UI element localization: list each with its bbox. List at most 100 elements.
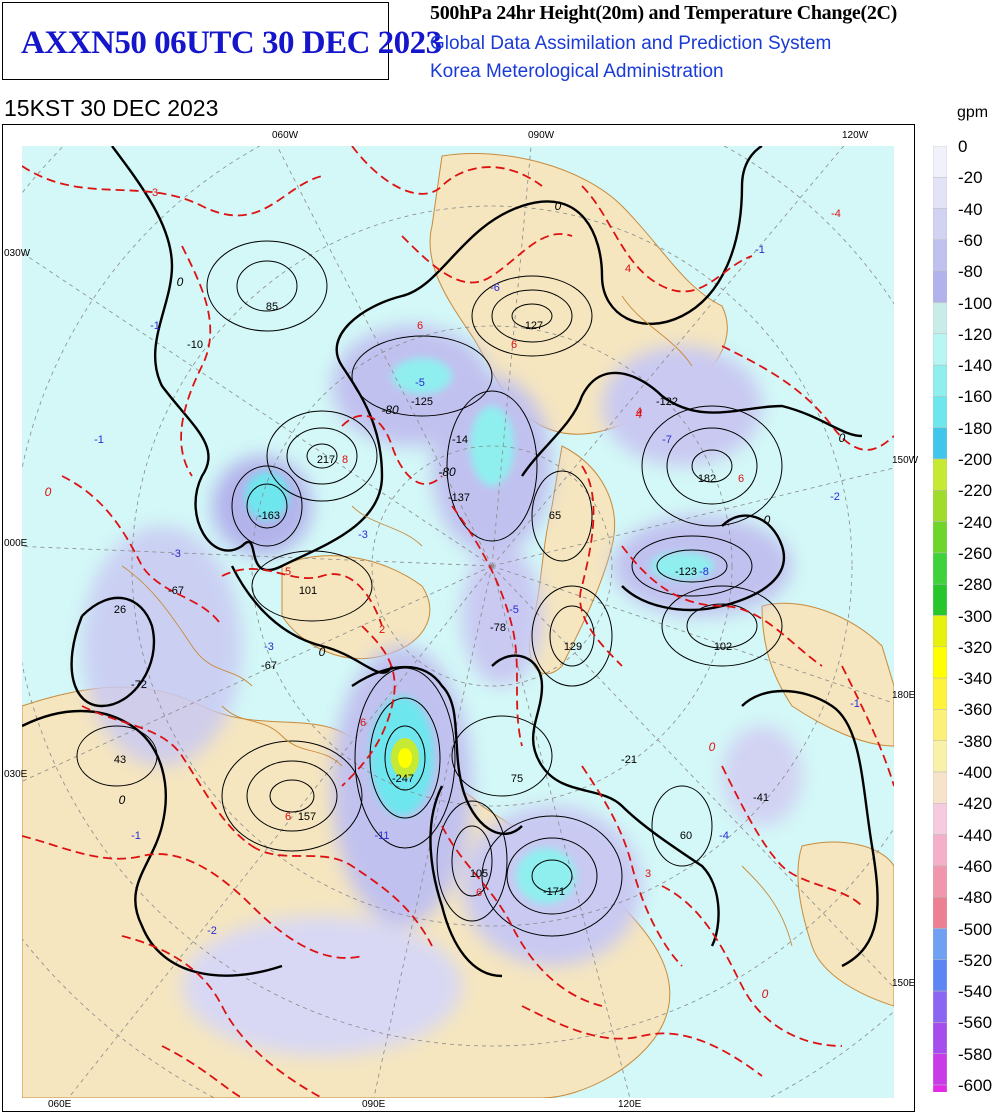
- height-center-label: 102: [714, 641, 732, 653]
- height-center-label: -247: [392, 773, 414, 785]
- temperature-contours: [22, 146, 894, 1098]
- contour-label: 4: [636, 407, 643, 421]
- temp-center-label: 6: [738, 473, 744, 485]
- legend-swatch: [933, 177, 947, 209]
- legend-label: -580: [958, 1044, 993, 1064]
- legend-label: -180: [958, 418, 993, 438]
- legend-swatch: [933, 552, 947, 585]
- legend-label: -220: [958, 481, 993, 501]
- height-center-label: 75: [511, 773, 523, 785]
- temp-center-label: -2: [830, 491, 840, 503]
- legend-swatch: [933, 646, 947, 679]
- contour-value-labels: 0 0 0 0 0 -80 -80 0 4 0 0 0: [45, 199, 846, 1001]
- height-center-label: 217: [317, 454, 335, 466]
- height-center-label: -67: [168, 585, 184, 597]
- legend-label: -460: [958, 856, 993, 876]
- height-center-label: 182: [698, 473, 716, 485]
- legend-swatch: [933, 427, 947, 460]
- lon-label-bottom: 090E: [362, 1099, 386, 1110]
- temp-center-label: -1: [850, 698, 860, 710]
- legend-label: -420: [958, 794, 993, 814]
- height-center-label: -67: [261, 660, 277, 672]
- temp-center-label: 5: [285, 566, 291, 578]
- legend-label: -140: [958, 356, 993, 376]
- lon-label-bottom: 060E: [48, 1099, 72, 1110]
- legend-label: -560: [958, 1013, 993, 1033]
- height-center-label: 43: [114, 754, 126, 766]
- lon-label-left: 000E: [4, 538, 28, 549]
- chart-code-box: AXXN50 06UTC 30 DEC 2023: [2, 2, 442, 80]
- height-center-labels: 85 -10 127 -125 -14 -122 217 -137 182 -1…: [114, 301, 769, 898]
- system-name: Global Data Assimilation and Prediction …: [430, 33, 832, 54]
- legend-swatch: [933, 1084, 947, 1092]
- height-center-label: -123: [675, 566, 697, 578]
- legend-label: -200: [958, 450, 993, 469]
- legend-swatch: [933, 458, 947, 491]
- legend-swatch: [933, 615, 947, 648]
- temp-center-label: 6: [285, 811, 291, 823]
- valid-time: 15KST 30 DEC 2023: [4, 95, 219, 121]
- legend-swatch: [933, 239, 947, 272]
- height-center-label: -125: [411, 396, 433, 408]
- legend-label: -280: [958, 575, 993, 595]
- zero-height-contour: [22, 146, 879, 978]
- temp-center-label: 3: [152, 187, 158, 199]
- land-alaska: [761, 602, 894, 747]
- legend-swatch: [933, 771, 947, 804]
- height-center-label: -41: [753, 792, 769, 804]
- lon-label-top: 120W: [842, 130, 869, 141]
- contour-label: 0: [45, 485, 52, 499]
- chart-code-title: AXXN50 06UTC 30 DEC 2023: [21, 25, 442, 61]
- legend-swatch: [933, 208, 947, 241]
- legend-swatch: [933, 302, 947, 335]
- coastlines: [121, 295, 793, 947]
- legend-swatch: [933, 364, 947, 397]
- land-kamchatka: [797, 841, 894, 1007]
- legend-label: -60: [958, 230, 983, 250]
- legend-label: -240: [958, 512, 993, 532]
- temp-center-label: -1: [755, 244, 765, 256]
- legend-swatch: [933, 1022, 947, 1054]
- legend-label: -120: [958, 324, 993, 344]
- height-center-label: -72: [131, 679, 147, 691]
- legend-label: -480: [958, 888, 993, 908]
- temp-center-label: 6: [417, 320, 423, 332]
- legend-swatch: [933, 803, 947, 835]
- height-center-label: -122: [656, 396, 678, 408]
- temp-center-label: 4: [625, 263, 631, 275]
- contour-label: 0: [319, 645, 326, 659]
- temp-center-label: -3: [171, 548, 181, 560]
- contour-label: 0: [764, 513, 771, 527]
- temp-center-label: -2: [207, 925, 217, 937]
- legend-unit: gpm: [957, 104, 989, 121]
- temp-center-label: 6: [360, 717, 366, 729]
- land-scandinavia: [281, 555, 431, 660]
- lon-label-right: 150E: [892, 978, 916, 989]
- temp-center-label: -1: [131, 830, 141, 842]
- legend-label: -340: [958, 669, 993, 689]
- temp-center-label: 4: [636, 406, 642, 418]
- height-center-label: 60: [680, 830, 692, 842]
- temp-center-label: -5: [415, 377, 425, 389]
- temp-center-label: 6: [511, 339, 517, 351]
- legend-label: -100: [958, 293, 993, 313]
- temp-center-label: -5: [509, 604, 519, 616]
- height-center-label: 105: [470, 868, 488, 880]
- legend-swatch: [933, 896, 947, 929]
- temp-center-label: 3: [645, 868, 651, 880]
- temp-center-label: -11: [374, 830, 389, 842]
- legend-label: -520: [958, 950, 993, 970]
- temp-center-label: -1: [94, 434, 104, 446]
- temp-center-label: -3: [358, 529, 368, 541]
- legend-color-bar: [933, 146, 947, 1092]
- legend-swatch: [933, 333, 947, 366]
- legend-swatch: [933, 928, 947, 961]
- contour-label: 0: [709, 740, 716, 754]
- height-center-label: 85: [266, 301, 278, 313]
- temperature-center-labels: 3 -4 -1 4 -1 -6 6 6 -5 4 -1 -7 8 6 -3 -2…: [94, 187, 860, 937]
- contour-label: -80: [381, 403, 399, 417]
- temp-center-label: -1: [150, 320, 160, 332]
- height-center-label: -78: [490, 622, 506, 634]
- legend-label: -380: [958, 731, 993, 751]
- lon-label-right: 150W: [892, 455, 919, 466]
